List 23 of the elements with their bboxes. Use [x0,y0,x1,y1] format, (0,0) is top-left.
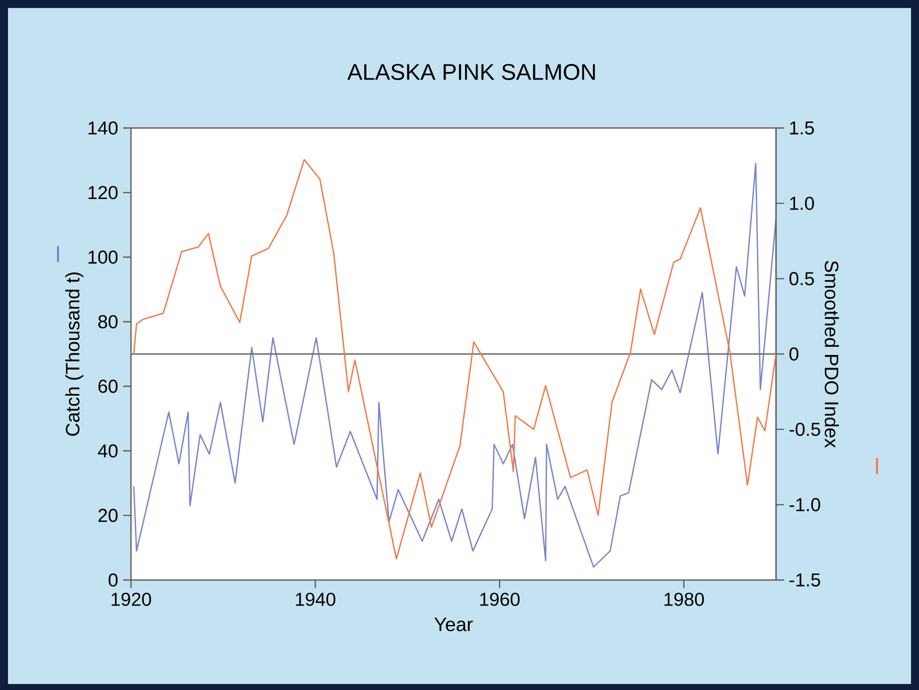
x-tick-label: 1940 [296,592,336,606]
y-tick-label: 80 [98,315,118,328]
y2-axis-title: Smoothed PDO Index [824,260,839,448]
y-tick-label: 120 [88,186,118,200]
y2-tick-label: 1.0 [790,196,814,210]
y-tick-label: 20 [98,508,118,522]
x-tick-label: 1980 [664,592,704,606]
x-tick-label: 1960 [480,592,520,606]
y2-tick-label: 1.5 [790,121,814,135]
y2-tick-label: -1.5 [790,573,820,587]
x-tick-label: 1920 [112,592,152,606]
y-tick-label: 100 [88,250,118,264]
x-axis-title: Year [434,618,473,632]
y2-tick-label: -0.5 [790,422,820,436]
y2-tick-label: 0 [789,347,798,361]
y2-tick-label: -1.0 [790,498,820,512]
y-tick-label: 60 [98,380,118,393]
y-tick-label: 40 [98,444,118,458]
y-axis-title: Catch (Thousand t) [65,272,84,436]
y-tick-label: 0 [108,573,118,587]
chart-title: ALASKA PINK SALMON [347,64,595,80]
y2-tick-label: 0.5 [789,272,814,286]
y-tick-label: 140 [88,121,118,135]
